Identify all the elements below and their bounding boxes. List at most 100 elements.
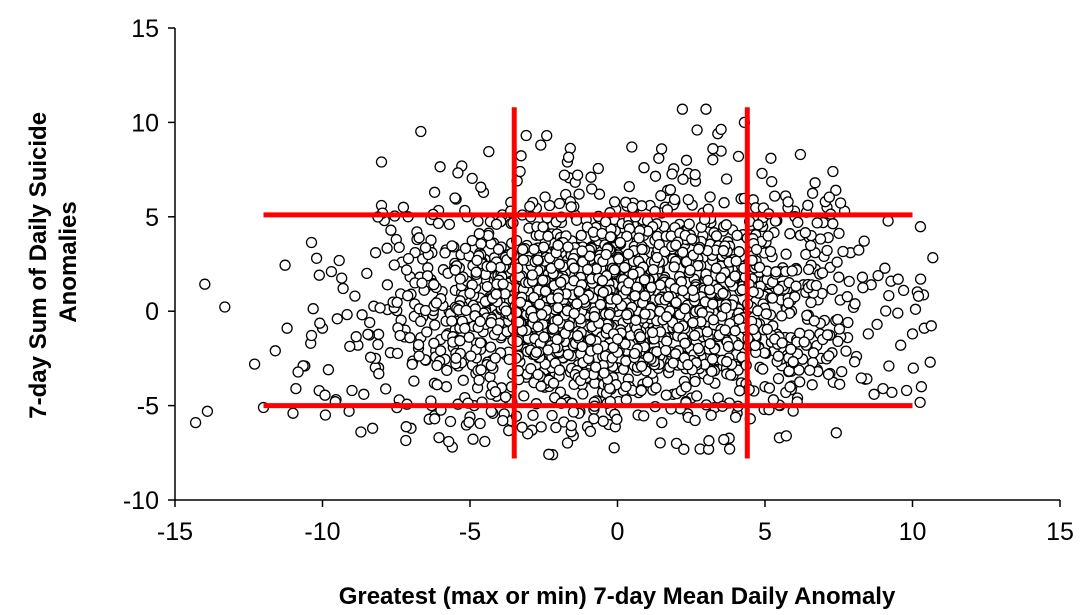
- data-point: [408, 375, 420, 387]
- data-point: [707, 314, 720, 326]
- data-point: [391, 296, 403, 309]
- y-axis-title-line-1: 7-day Sum of Daily Suicide: [25, 112, 52, 419]
- data-point: [573, 285, 585, 298]
- data-point: [433, 431, 445, 444]
- data-point: [281, 322, 293, 334]
- data-point: [535, 139, 547, 151]
- data-point: [760, 308, 772, 320]
- data-point: [677, 173, 689, 185]
- data-point: [799, 227, 811, 239]
- data-point: [720, 302, 732, 314]
- data-point: [608, 196, 621, 208]
- data-point: [772, 283, 785, 296]
- data-point: [542, 344, 554, 356]
- data-point: [358, 388, 370, 400]
- data-point: [784, 228, 796, 240]
- data-point: [718, 433, 730, 446]
- data-point: [753, 261, 766, 273]
- data-point: [834, 378, 846, 390]
- data-point: [532, 321, 544, 333]
- data-point: [700, 103, 712, 115]
- data-point: [599, 216, 612, 228]
- data-point: [686, 233, 698, 245]
- data-point: [732, 150, 745, 163]
- data-point: [374, 302, 386, 314]
- data-point: [525, 363, 537, 375]
- data-point: [547, 377, 560, 389]
- data-point: [452, 167, 464, 179]
- y-tick-label: -5: [137, 393, 159, 421]
- data-point: [446, 240, 458, 252]
- data-point: [444, 415, 457, 428]
- data-point: [842, 316, 854, 329]
- data-point: [219, 301, 231, 313]
- data-point: [459, 322, 471, 335]
- data-point: [749, 339, 761, 352]
- data-point: [611, 413, 623, 425]
- data-point: [883, 289, 895, 302]
- data-point: [446, 315, 458, 327]
- data-point: [479, 435, 491, 448]
- data-point: [375, 156, 388, 168]
- data-point: [279, 259, 291, 271]
- x-tick-label: 10: [899, 518, 927, 546]
- data-point: [489, 352, 501, 364]
- data-point: [565, 419, 578, 432]
- data-point: [449, 192, 461, 204]
- data-point: [430, 297, 443, 309]
- data-point: [879, 262, 891, 274]
- data-point: [597, 286, 609, 298]
- data-point: [707, 154, 719, 166]
- data-point: [582, 263, 594, 276]
- data-point: [660, 389, 672, 401]
- y-tick-label: 5: [145, 204, 159, 232]
- data-point: [848, 356, 861, 368]
- data-point: [682, 359, 694, 371]
- data-point: [457, 374, 469, 386]
- data-point: [719, 324, 731, 336]
- y-tick-label: 15: [131, 15, 159, 43]
- data-point: [706, 365, 718, 378]
- data-point: [536, 308, 548, 321]
- data-point: [553, 197, 566, 210]
- data-point: [687, 284, 699, 296]
- x-tick-label: 5: [758, 518, 772, 546]
- data-point: [720, 219, 732, 231]
- data-point: [710, 230, 723, 242]
- data-point: [603, 308, 616, 321]
- data-point: [269, 345, 281, 357]
- data-point: [543, 448, 555, 460]
- data-point: [454, 335, 466, 347]
- data-point: [831, 256, 843, 268]
- data-point: [483, 145, 495, 158]
- data-point: [801, 309, 813, 322]
- threshold-lines: [263, 107, 913, 459]
- data-point: [823, 191, 835, 203]
- data-point: [761, 323, 773, 335]
- data-point: [782, 297, 795, 309]
- data-point: [425, 234, 437, 246]
- data-point: [431, 359, 443, 372]
- data-point: [373, 368, 385, 380]
- data-point: [333, 254, 345, 267]
- data-point: [667, 357, 679, 369]
- data-point: [563, 320, 575, 332]
- data-point: [475, 364, 487, 376]
- data-point: [806, 379, 818, 391]
- data-point: [723, 443, 736, 455]
- data-point: [770, 266, 782, 278]
- data-point: [704, 191, 716, 203]
- data-point: [443, 435, 455, 448]
- data-point: [576, 340, 588, 353]
- data-point: [412, 339, 425, 351]
- data-point: [705, 409, 717, 421]
- data-point: [638, 162, 650, 174]
- data-point: [413, 350, 425, 362]
- data-point: [805, 239, 817, 252]
- data-point: [653, 152, 665, 164]
- data-point: [491, 324, 504, 336]
- data-point: [636, 243, 648, 255]
- data-point: [655, 143, 668, 155]
- data-point: [689, 329, 701, 342]
- data-point: [693, 243, 705, 255]
